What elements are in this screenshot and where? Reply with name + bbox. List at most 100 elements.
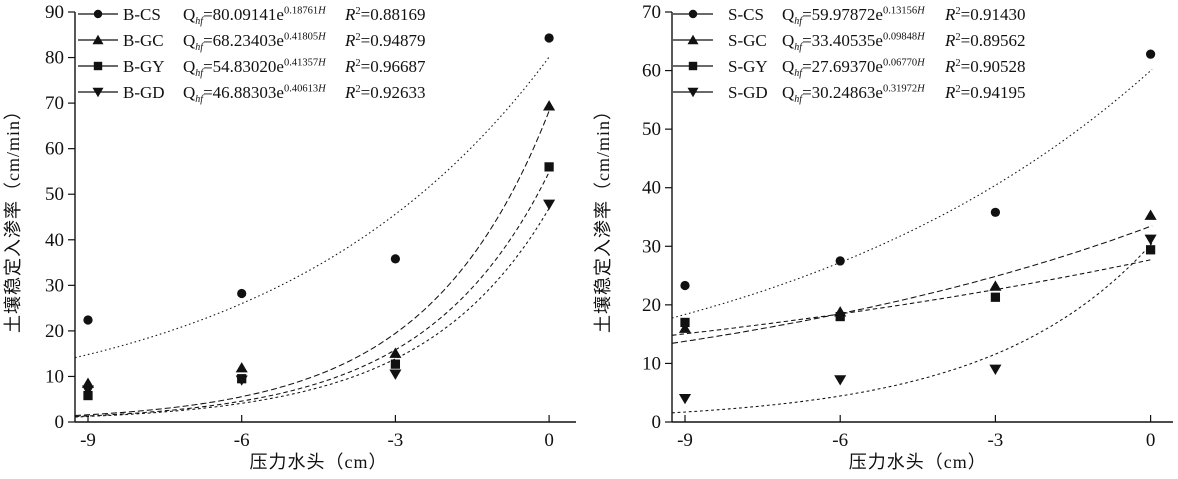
triangle-down-data-point-icon (81, 385, 95, 396)
y-tick-label: 30 (642, 236, 661, 257)
triangle-up-data-point-icon (1144, 209, 1157, 220)
triangle-up-data-point-icon (81, 377, 95, 388)
y-tick-label: 0 (55, 412, 65, 433)
legend-triangle-down-icon (92, 87, 104, 98)
triangle-up-data-point-icon (678, 322, 692, 333)
data-points-S-GC (678, 209, 1157, 333)
x-axis-title: 压力水头（cm） (250, 452, 388, 472)
y-tick-label: 50 (642, 119, 661, 140)
triangle-down-data-point-icon (678, 393, 692, 405)
legend-triangle-up-icon (687, 34, 699, 45)
y-tick-label: 90 (45, 2, 64, 23)
legend-row-B-GY: B-GY Qhf=54.83020e0.41357H R2=0.96687 (78, 57, 426, 79)
legend-series-label: B-GY (123, 57, 165, 76)
legend: S-CS Qhf=59.97872e0.13156H R2=0.91430 S-GC Q… (673, 5, 1025, 105)
y-tick-label: 10 (642, 353, 661, 374)
y-tick-label: 20 (45, 321, 64, 342)
left-chart-panel: 0 10 20 30 40 50 60 70 80 90 -9 -6 -3 0 土壤稳定入渗率（cm/min… (3, 2, 576, 472)
square-data-point-icon (390, 359, 401, 369)
x-tick-label: -3 (987, 430, 1003, 451)
circle-data-point-icon (990, 207, 1001, 217)
triangle-down-data-point-icon (834, 375, 847, 386)
legend-series-label: B-CS (123, 5, 161, 24)
y-tick-label: 70 (45, 93, 64, 114)
axes (74, 12, 576, 423)
legend-square-icon (688, 61, 698, 71)
circle-data-point-icon (83, 315, 93, 325)
fit-curve-S-CS (671, 69, 1153, 319)
data-points-B-GD (81, 199, 556, 396)
legend-triangle-up-icon (92, 34, 104, 45)
data-points-B-GC (81, 100, 556, 388)
legend-equation: Qhf=46.88303e0.40613H (183, 83, 327, 105)
legend-r-squared: R2=0.91430 (944, 5, 1025, 24)
triangle-down-data-point-icon (235, 375, 248, 386)
legend-r-squared: R2=0.94879 (344, 31, 425, 50)
square-data-point-icon (544, 162, 554, 172)
legend-row-B-GD: B-GD Qhf=46.88303e0.40613H R2=0.92633 (78, 83, 425, 105)
legend-r-squared: R2=0.90528 (944, 57, 1025, 76)
square-data-point-icon (990, 292, 1001, 302)
triangle-down-data-point-icon (543, 199, 556, 210)
x-tick-label: 0 (544, 430, 554, 451)
legend-equation: Qhf=59.97872e0.13156H (782, 5, 926, 27)
legend-equation: Qhf=68.23403e0.41805H (183, 31, 327, 53)
legend-equation: Qhf=27.69370e0.06770H (782, 57, 926, 79)
triangle-down-data-point-icon (989, 364, 1002, 376)
legend-circle-icon (688, 9, 698, 19)
legend-row-B-GC: B-GC Qhf=68.23403e0.41805H R2=0.94879 (78, 31, 425, 53)
legend-r-squared: R2=0.89562 (944, 31, 1025, 50)
y-tick-label: 10 (45, 366, 64, 387)
fit-curve-S-GD (671, 242, 1153, 414)
x-tick-label: -9 (677, 430, 693, 451)
triangle-up-data-point-icon (989, 280, 1002, 291)
y-tick-label: 60 (45, 139, 64, 160)
circle-data-point-icon (1145, 49, 1156, 59)
fit-curve-B-CS (74, 54, 551, 359)
legend-series-label: B-GD (123, 83, 165, 102)
right-chart-panel: 0 10 20 30 40 50 60 70 -9 -6 -3 0 土壤稳定入渗率（cm/min） 压力水… (589, 0, 1178, 479)
y-tick-label: 40 (642, 178, 661, 199)
y-tick-label: 60 (642, 61, 661, 82)
legend: B-CS Qhf=80.09141e0.18761H R2=0.88169 B-GC Q… (78, 5, 426, 105)
legend-equation: Qhf=54.83020e0.41357H (183, 57, 327, 79)
fit-curve-B-GC (74, 107, 551, 417)
circle-data-point-icon (835, 256, 845, 266)
y-axis-title: 土壤稳定入渗率（cm/min） (3, 101, 23, 333)
legend-series-label: S-CS (728, 5, 764, 24)
legend-r-squared: R2=0.94195 (944, 83, 1025, 102)
legend-equation: Qhf=30.24863e0.31972H (782, 83, 926, 105)
fit-curve-B-GY (74, 169, 551, 418)
right-chart-svg: 0 10 20 30 40 50 60 70 -9 -6 -3 0 土壤稳定入渗率（cm/min） 压力水… (593, 2, 1173, 472)
legend-series-label: S-GC (728, 31, 767, 50)
legend-square-icon (93, 61, 103, 71)
fit-curve-B-GD (74, 205, 551, 418)
circle-data-point-icon (390, 254, 401, 264)
circle-data-point-icon (680, 280, 690, 291)
x-tick-label: -6 (832, 430, 848, 451)
legend-circle-icon (93, 9, 103, 19)
axes (671, 12, 1173, 423)
y-axis-title: 土壤稳定入渗率（cm/min） (593, 101, 613, 333)
triangle-up-data-point-icon (543, 100, 556, 111)
left-chart-svg: 0 10 20 30 40 50 60 70 80 90 -9 -6 -3 0 土壤稳定入渗率（cm/min… (3, 2, 576, 472)
triangle-up-data-point-icon (389, 347, 402, 358)
x-axis-title: 压力水头（cm） (849, 452, 987, 472)
legend-triangle-down-icon (687, 87, 699, 98)
x-tick-label: -3 (387, 430, 403, 451)
legend-series-label: S-GD (728, 83, 768, 102)
y-tick-label: 50 (45, 184, 64, 205)
circle-data-point-icon (237, 288, 247, 299)
x-tick-label: 0 (1146, 430, 1156, 451)
x-tick-label: -6 (234, 430, 250, 451)
legend-r-squared: R2=0.96687 (344, 57, 426, 76)
legend-r-squared: R2=0.88169 (344, 5, 425, 24)
y-tick-label: 70 (642, 2, 661, 23)
legend-r-squared: R2=0.92633 (344, 83, 425, 102)
legend-series-label: S-GY (728, 57, 768, 76)
legend-equation: Qhf=80.09141e0.18761H (183, 5, 327, 27)
legend-row-S-GC: S-GC Qhf=33.40535e0.09848H R2=0.89562 (673, 31, 1025, 53)
data-points-B-GY (83, 162, 554, 401)
legend-row-S-CS: S-CS Qhf=59.97872e0.13156H R2=0.91430 (673, 5, 1025, 27)
